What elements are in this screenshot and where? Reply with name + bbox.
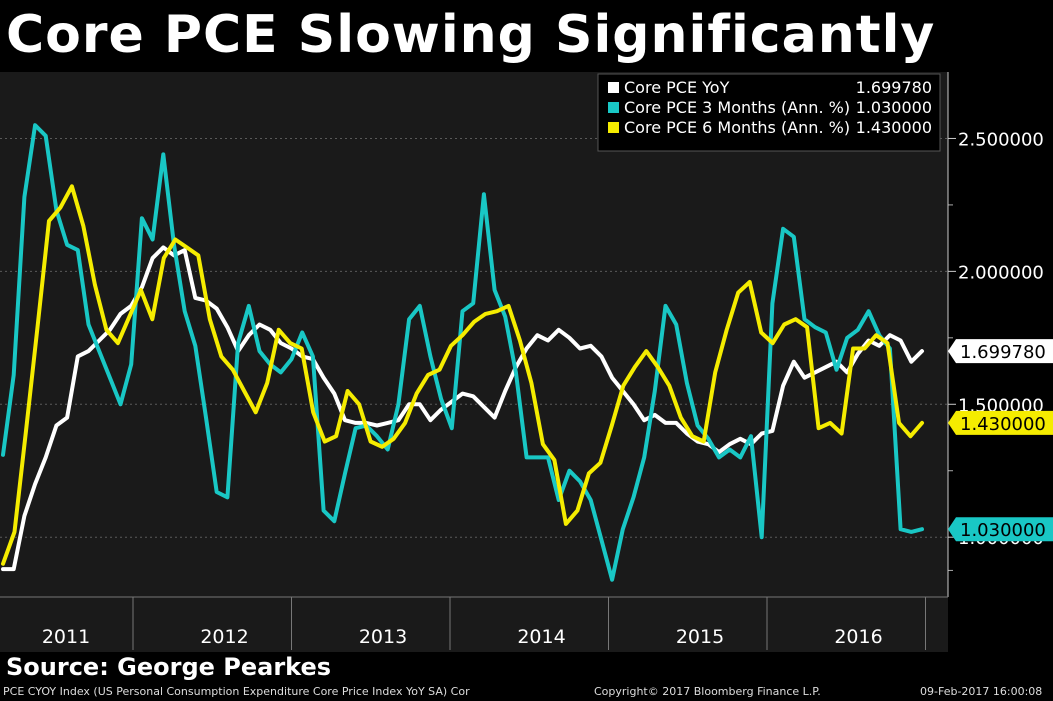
x-tick-label: 2012 — [200, 626, 248, 648]
last-value-marker-0: 1.699780 — [948, 339, 1053, 364]
legend: Core PCE YoY 1.699780 Core PCE 3 Months (A… — [597, 73, 941, 152]
x-tick-label: 2015 — [676, 626, 724, 648]
x-axis-band — [0, 597, 948, 652]
title-bar — [0, 0, 1053, 72]
y-tick-label: 2.500000 — [958, 129, 1044, 150]
series-line-2 — [1, 184, 924, 566]
last-value-label: 1.030000 — [960, 520, 1046, 541]
x-axis: 2011 2012 2013 2014 2015 2016 — [0, 596, 948, 650]
last-value-label: 1.699780 — [960, 342, 1046, 363]
footer-copyright: Copyright© 2017 Bloomberg Finance L.P. — [594, 685, 821, 698]
last-value-marker-2: 1.430000 — [948, 410, 1053, 435]
x-tick-label: 2014 — [517, 626, 565, 648]
legend-swatch — [608, 102, 619, 113]
footer-timestamp: 09-Feb-2017 16:00:08 — [920, 685, 1043, 698]
series-line-0 — [1, 245, 924, 572]
chart-title: Core PCE Slowing Significantly — [6, 5, 936, 65]
last-value-box — [948, 517, 1053, 542]
legend-series-name: Core PCE 3 Months (Ann. %) — [624, 98, 850, 117]
x-tick-label: 2011 — [42, 626, 90, 648]
last-value-box — [948, 410, 1053, 435]
legend-series-value: 1.030000 — [856, 98, 932, 117]
legend-swatch — [608, 122, 619, 133]
footer-bar: PCE CYOY Index (US Personal Consumption … — [0, 683, 1053, 701]
footer-index-description: PCE CYOY Index (US Personal Consumption … — [3, 685, 470, 698]
legend-swatch — [608, 82, 619, 93]
y-tick-label: 2.000000 — [958, 262, 1044, 283]
last-value-marker-1: 1.030000 — [948, 517, 1053, 542]
legend-series-name: Core PCE 6 Months (Ann. %) — [624, 118, 850, 137]
last-value-label: 1.430000 — [960, 414, 1046, 435]
x-tick-label: 2016 — [834, 626, 882, 648]
last-value-box — [948, 339, 1053, 364]
series-line-1 — [1, 123, 924, 582]
x-tick-label: 2013 — [359, 626, 407, 648]
legend-series-value: 1.699780 — [856, 78, 932, 97]
legend-box — [597, 73, 941, 152]
plot-background — [0, 72, 948, 597]
legend-series-name: Core PCE YoY — [624, 78, 730, 97]
source-label: Source: George Pearkes — [6, 653, 332, 681]
legend-series-value: 1.430000 — [856, 118, 932, 137]
series-layer — [1, 123, 924, 582]
last-value-markers: 1.699780 1.430000 1.030000 — [948, 339, 1053, 542]
